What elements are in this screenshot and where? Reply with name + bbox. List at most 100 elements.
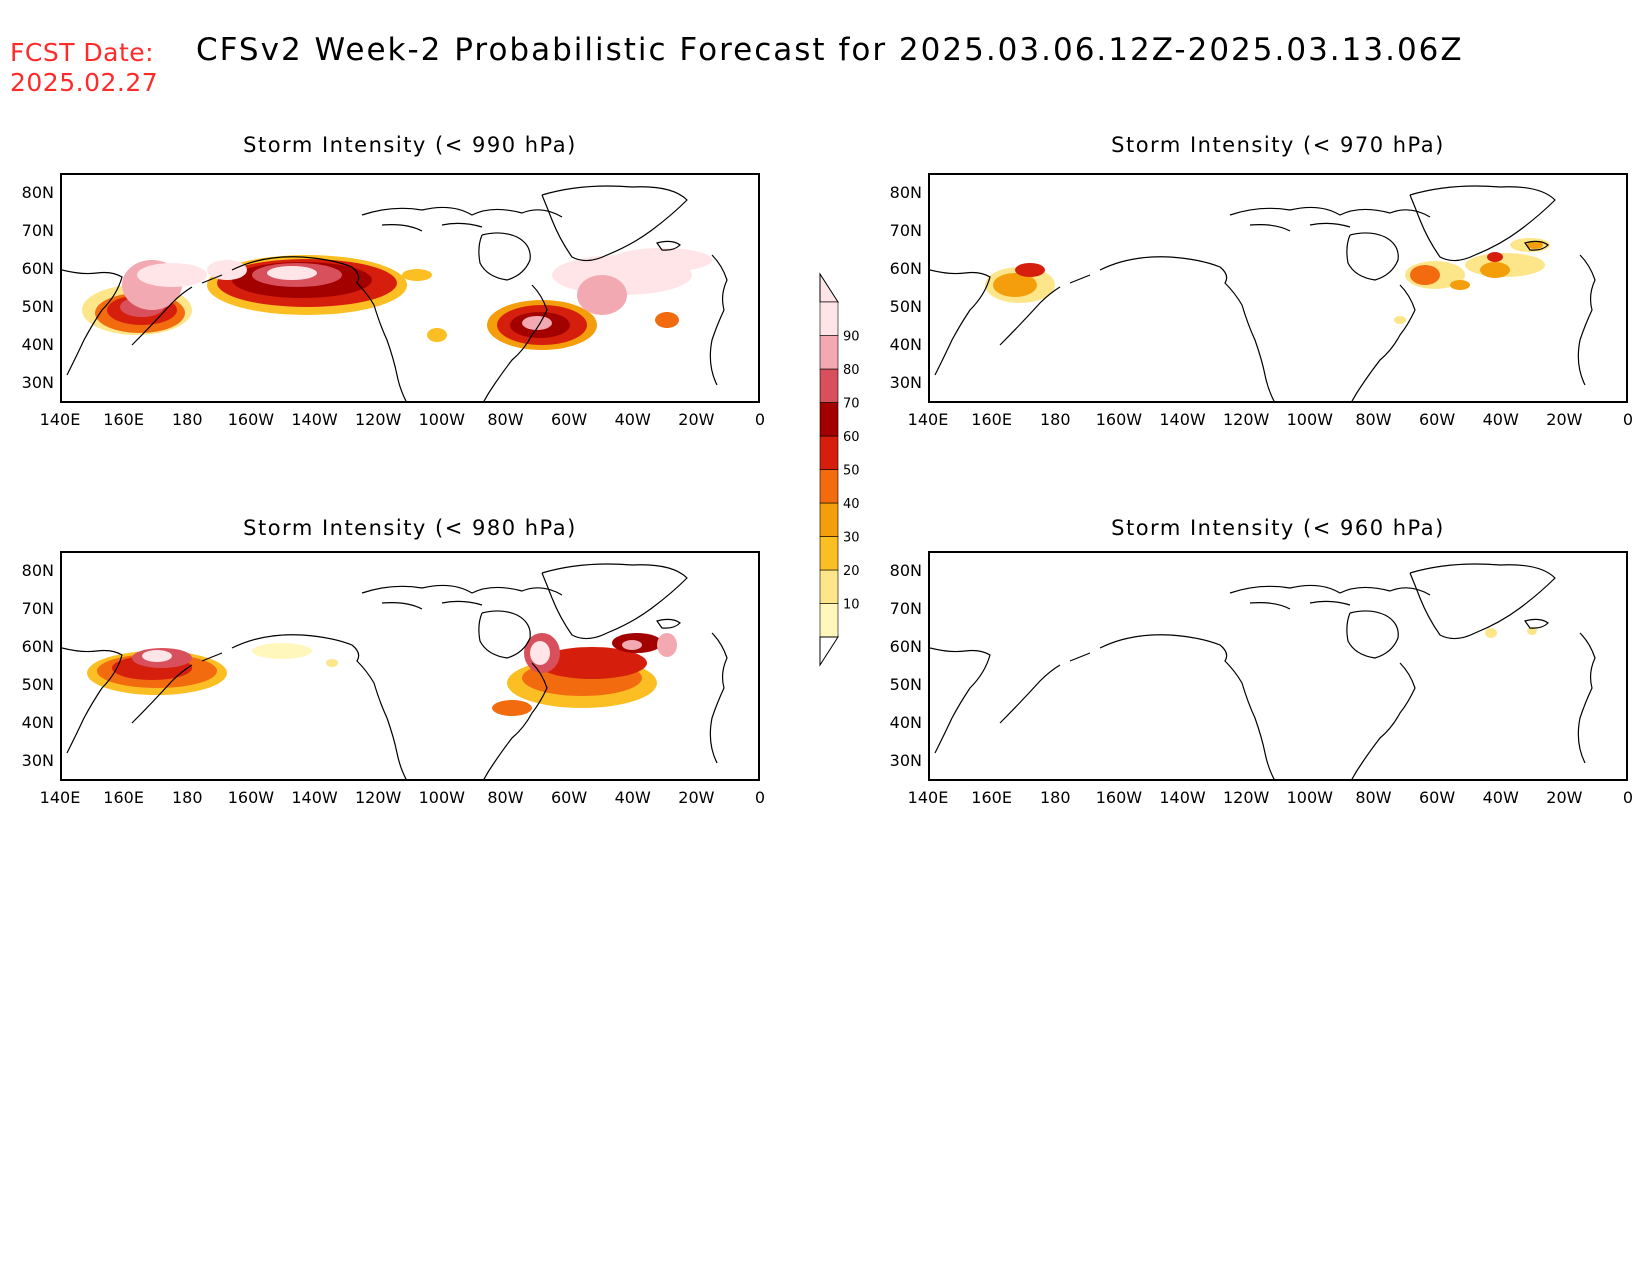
- lat-tick-label: 80N: [889, 561, 922, 580]
- probability-blob: [1450, 280, 1470, 290]
- colorbar-swatch: [819, 335, 839, 370]
- lon-tick-label: 0: [754, 410, 766, 429]
- probability-blob: [137, 263, 207, 287]
- coastline: [1577, 632, 1596, 764]
- coastline: [381, 600, 483, 610]
- coastline: [656, 618, 681, 629]
- lat-tick-label: 30N: [21, 373, 54, 392]
- lat-tick-label: 30N: [889, 373, 922, 392]
- lon-tick-label: 100W: [1286, 410, 1333, 429]
- coastline: [709, 632, 728, 764]
- colorbar-level-label: 80: [843, 363, 860, 378]
- coastline: [999, 274, 1091, 346]
- probability-blob: [530, 641, 550, 665]
- coastline: [709, 254, 728, 386]
- lon-tick-label: 120W: [1222, 410, 1270, 429]
- map-canvas: [62, 185, 728, 401]
- coastline: [1249, 222, 1351, 232]
- map-panel-960: [928, 551, 1628, 781]
- coastline: [131, 274, 223, 346]
- colorbar-swatch: [819, 402, 839, 437]
- lon-tick-label: 40W: [614, 410, 651, 429]
- coastline: [1346, 610, 1399, 659]
- lon-tick-label: 80W: [487, 788, 524, 807]
- coastline: [478, 232, 531, 281]
- fcst-date-block: FCST Date: 2025.02.27: [10, 38, 158, 98]
- lon-tick-label: 180: [171, 410, 203, 429]
- lon-tick-label: 120W: [354, 410, 402, 429]
- lat-tick-label: 30N: [21, 751, 54, 770]
- lon-tick-label: 160W: [227, 788, 275, 807]
- coastline: [62, 647, 123, 754]
- lon-tick-label: 120W: [1222, 788, 1270, 807]
- coastline: [62, 269, 123, 376]
- probability-blob: [1485, 628, 1497, 638]
- lat-tick-label: 80N: [889, 183, 922, 202]
- coastline: [1099, 256, 1275, 401]
- probability-blob: [537, 647, 647, 679]
- lon-tick-label: 20W: [678, 410, 715, 429]
- panel-title-990: Storm Intensity (< 990 hPa): [243, 133, 577, 157]
- colorbar-level-label: 90: [843, 330, 860, 345]
- probability-blob: [1394, 316, 1406, 324]
- colorbar-swatch: [819, 502, 839, 537]
- probability-blob: [1527, 627, 1537, 635]
- probability-blob: [427, 328, 447, 342]
- lat-tick-label: 50N: [889, 297, 922, 316]
- lon-tick-label: 80W: [1355, 788, 1392, 807]
- probability-blob: [577, 275, 627, 315]
- lon-tick-label: 180: [1039, 788, 1071, 807]
- coastline: [478, 610, 531, 659]
- lat-tick-label: 60N: [889, 637, 922, 656]
- lon-tick-label: 0: [754, 788, 766, 807]
- lon-tick-label: 160E: [971, 410, 1012, 429]
- lon-tick-label: 160E: [103, 788, 144, 807]
- lon-tick-label: 80W: [1355, 410, 1392, 429]
- panel-title-980: Storm Intensity (< 980 hPa): [243, 516, 577, 540]
- lon-tick-label: 0: [1622, 788, 1634, 807]
- probability-blob: [1487, 252, 1503, 262]
- probability-blob: [522, 316, 552, 330]
- colorbar-level-label: 40: [843, 497, 860, 512]
- coastline: [231, 634, 407, 779]
- coastline: [131, 652, 223, 724]
- coastline: [1409, 563, 1556, 640]
- lon-tick-label: 100W: [418, 788, 465, 807]
- coastline: [361, 206, 563, 218]
- coastline: [1229, 584, 1431, 596]
- map-canvas: [62, 563, 728, 779]
- colorbar-level-label: 10: [843, 598, 860, 613]
- colorbar-swatch: [819, 603, 839, 638]
- lon-tick-label: 180: [1039, 410, 1071, 429]
- lon-tick-label: 140E: [39, 788, 81, 807]
- coastline: [999, 652, 1091, 724]
- coastline: [1346, 232, 1399, 281]
- probability-blob: [1410, 265, 1440, 285]
- lat-tick-label: 70N: [889, 221, 922, 240]
- coastline: [231, 256, 407, 401]
- lon-tick-label: 100W: [418, 410, 465, 429]
- lat-tick-label: 50N: [21, 297, 54, 316]
- coastline: [1249, 600, 1351, 610]
- lon-tick-label: 140W: [1159, 788, 1206, 807]
- lat-tick-label: 80N: [21, 183, 54, 202]
- lat-tick-label: 40N: [21, 335, 54, 354]
- lat-tick-label: 60N: [21, 259, 54, 278]
- lon-tick-label: 160W: [1095, 788, 1143, 807]
- lon-tick-label: 140W: [291, 410, 338, 429]
- lon-tick-label: 80W: [487, 410, 524, 429]
- fcst-date-label: FCST Date:: [10, 38, 155, 67]
- probability-blob: [267, 266, 317, 280]
- lon-tick-label: 140W: [1159, 410, 1206, 429]
- probability-blob: [657, 633, 677, 657]
- lat-tick-label: 40N: [889, 713, 922, 732]
- coastline: [656, 240, 681, 251]
- colorbar-level-label: 30: [843, 531, 860, 546]
- colorbar-swatch: [819, 368, 839, 403]
- lon-tick-label: 140E: [907, 788, 949, 807]
- coastline: [930, 647, 991, 754]
- map-panel-970: [928, 173, 1628, 403]
- lon-tick-label: 40W: [1482, 410, 1519, 429]
- coastline: [930, 269, 991, 376]
- colorbar-swatch: [819, 435, 839, 470]
